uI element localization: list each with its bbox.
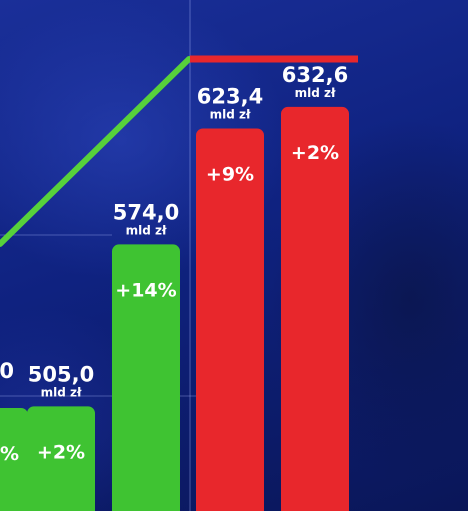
data-change-label: %	[0, 443, 19, 465]
bar	[27, 406, 95, 511]
data-value-label: 505,0	[28, 362, 94, 386]
trend-line	[0, 56, 192, 247]
data-value-label: 574,0	[113, 200, 179, 224]
data-unit-label: mld zł	[210, 108, 251, 122]
data-value-label: 632,6	[282, 63, 348, 87]
data-value-label: 623,4	[197, 85, 263, 109]
data-value-label: 0	[0, 359, 14, 383]
bar	[0, 408, 28, 511]
data-change-label: +2%	[37, 441, 85, 463]
data-unit-label: mld zł	[126, 223, 167, 237]
data-change-label: +14%	[115, 279, 176, 301]
bar	[112, 244, 180, 511]
data-change-label: +9%	[206, 164, 254, 186]
data-unit-label: mld zł	[295, 86, 336, 100]
bar	[281, 106, 349, 511]
bar	[196, 128, 264, 511]
data-unit-label: mld zł	[41, 385, 82, 399]
data-change-label: +2%	[291, 142, 339, 164]
